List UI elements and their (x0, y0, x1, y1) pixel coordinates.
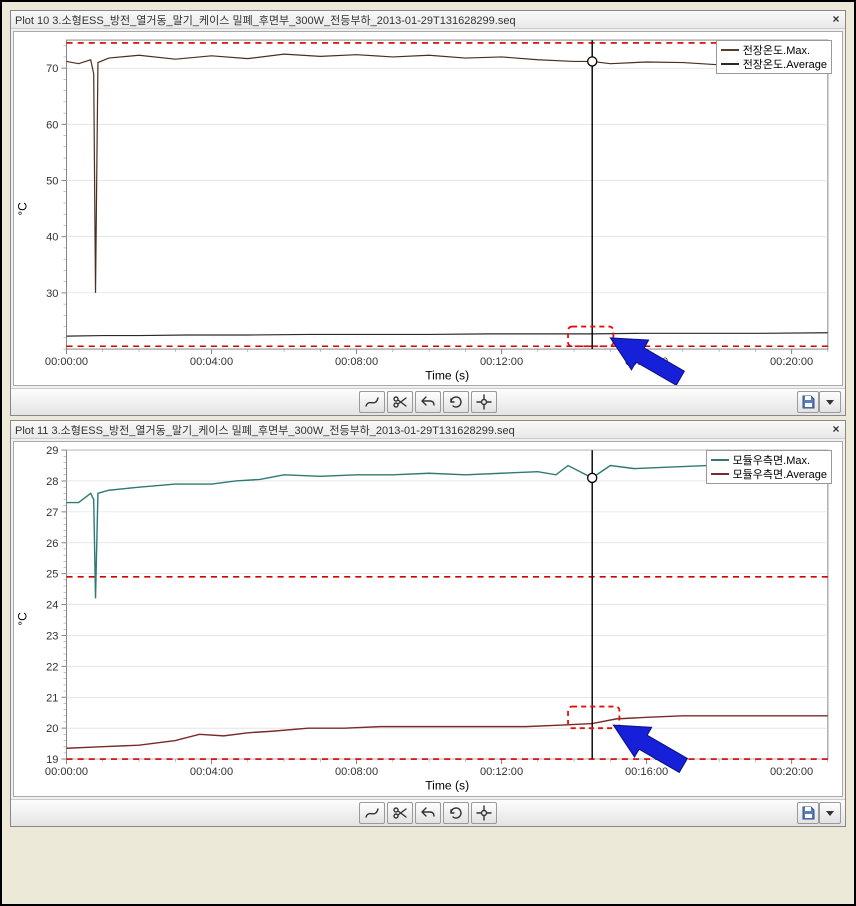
tool-undo-arrow[interactable] (415, 391, 441, 413)
svg-text:00:00:00: 00:00:00 (45, 767, 88, 779)
close-icon[interactable]: × (829, 423, 843, 437)
save-icon[interactable] (797, 391, 819, 413)
legend: 모듈우측면.Max.모듈우측면.Average (706, 450, 832, 484)
svg-text:00:16:00: 00:16:00 (625, 767, 668, 779)
svg-text:30: 30 (46, 288, 58, 300)
tool-reset[interactable] (443, 391, 469, 413)
y-axis-label: °C (16, 612, 30, 625)
tool-reset[interactable] (443, 802, 469, 824)
tool-crosshair[interactable] (471, 802, 497, 824)
svg-text:23: 23 (46, 631, 58, 643)
svg-text:00:08:00: 00:08:00 (335, 356, 378, 368)
legend: 전장온도.Max.전장온도.Average (716, 40, 832, 74)
svg-text:00:00:00: 00:00:00 (45, 356, 88, 368)
plot-panel: Plot 10 3.소형ESS_방전_열거동_말기_케이스 밀폐_후면부_300… (10, 10, 846, 416)
legend-item: 모듈우측면.Max. (711, 453, 827, 467)
plot-titlebar[interactable]: Plot 10 3.소형ESS_방전_열거동_말기_케이스 밀폐_후면부_300… (11, 11, 845, 29)
legend-item: 전장온도.Average (721, 57, 827, 71)
tool-spline[interactable] (359, 391, 385, 413)
svg-text:28: 28 (46, 476, 58, 488)
plot-panel: Plot 11 3.소형ESS_방전_열거동_말기_케이스 밀폐_후면부_300… (10, 420, 846, 826)
tool-spline[interactable] (359, 802, 385, 824)
svg-text:00:04:00: 00:04:00 (190, 767, 233, 779)
svg-text:19: 19 (46, 755, 58, 767)
plot-titlebar[interactable]: Plot 11 3.소형ESS_방전_열거동_말기_케이스 밀폐_후면부_300… (11, 421, 845, 439)
svg-text:70: 70 (46, 63, 58, 75)
svg-text:00:08:00: 00:08:00 (335, 767, 378, 779)
svg-text:26: 26 (46, 538, 58, 550)
tool-crosshair[interactable] (471, 391, 497, 413)
svg-text:00:20:00: 00:20:00 (770, 767, 813, 779)
dropdown-icon[interactable] (819, 802, 841, 824)
svg-text:21: 21 (46, 693, 58, 705)
y-axis-label: °C (16, 202, 30, 215)
svg-text:27: 27 (46, 507, 58, 519)
svg-text:50: 50 (46, 176, 58, 188)
svg-text:20: 20 (46, 724, 58, 736)
dropdown-icon[interactable] (819, 391, 841, 413)
svg-text:Time (s): Time (s) (425, 368, 469, 382)
svg-text:22: 22 (46, 662, 58, 674)
legend-label: 전장온도.Average (743, 56, 827, 72)
plot-title: Plot 10 3.소형ESS_방전_열거동_말기_케이스 밀폐_후면부_300… (15, 12, 516, 28)
legend-item: 전장온도.Max. (721, 43, 827, 57)
svg-text:24: 24 (46, 600, 58, 612)
svg-text:40: 40 (46, 232, 58, 244)
svg-text:29: 29 (46, 446, 58, 458)
tool-undo-arrow[interactable] (415, 802, 441, 824)
save-icon[interactable] (797, 802, 819, 824)
svg-text:00:12:00: 00:12:00 (480, 767, 523, 779)
plot-title: Plot 11 3.소형ESS_방전_열거동_말기_케이스 밀폐_후면부_300… (15, 422, 515, 438)
svg-text:00:04:00: 00:04:00 (190, 356, 233, 368)
plot-toolbar (11, 799, 845, 826)
svg-text:00:12:00: 00:12:00 (480, 356, 523, 368)
svg-text:Time (s): Time (s) (425, 779, 469, 793)
legend-label: 모듈우측면.Average (733, 466, 827, 482)
tool-scissor[interactable] (387, 391, 413, 413)
close-icon[interactable]: × (829, 13, 843, 27)
legend-item: 모듈우측면.Average (711, 467, 827, 481)
svg-text:60: 60 (46, 119, 58, 131)
plot-area[interactable]: °C 19 20 21 22 23 24 25 26 27 28 29 00:00:00 00:04:0… (13, 441, 843, 796)
plot-toolbar (11, 388, 845, 415)
svg-text:25: 25 (46, 569, 58, 581)
svg-text:00:20:00: 00:20:00 (770, 356, 813, 368)
tool-scissor[interactable] (387, 802, 413, 824)
plot-area[interactable]: °C 30 40 50 60 70 00:00:00 00:04:00 00:08:00 00:… (13, 31, 843, 386)
